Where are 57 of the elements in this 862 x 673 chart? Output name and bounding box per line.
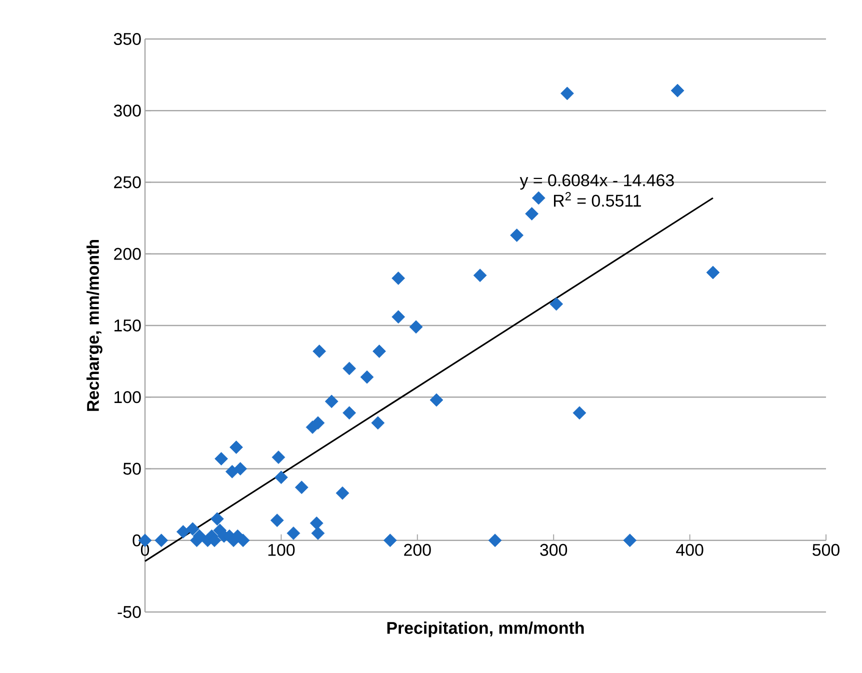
point [272, 450, 286, 464]
point [311, 526, 325, 540]
y-tick-label: 350 [114, 32, 141, 45]
point [525, 207, 539, 220]
point [186, 522, 200, 536]
point [473, 268, 487, 282]
point [360, 370, 374, 384]
y-tick-label: 50 [123, 462, 141, 475]
point [550, 297, 564, 311]
annotation: R$^{2}$ = 0.5511 [554, 192, 641, 207]
point [572, 406, 586, 420]
point [294, 480, 308, 494]
point [210, 512, 224, 526]
point [336, 486, 350, 500]
point [176, 525, 190, 538]
point [311, 416, 325, 430]
x-axis-title: Precipitation, mm/month [387, 622, 584, 638]
point [488, 534, 502, 548]
annotation: y = 0.6084x - 14.463 [520, 174, 674, 190]
point [342, 406, 356, 420]
y-tick-label: 100 [114, 391, 141, 404]
point [270, 514, 284, 528]
point [372, 344, 386, 358]
point [623, 534, 637, 548]
point [310, 516, 324, 530]
x-tick-label: 200 [404, 544, 431, 556]
x-tick-label: 400 [676, 544, 704, 556]
point [324, 394, 338, 408]
x-tick-label: 300 [540, 544, 568, 556]
point [409, 320, 423, 334]
point [371, 416, 385, 430]
point [274, 470, 288, 484]
point [383, 534, 397, 548]
point [392, 310, 406, 324]
point [706, 266, 720, 280]
x-tick-label: 500 [812, 544, 840, 556]
point [392, 272, 406, 285]
y-tick-label: -50 [118, 606, 141, 618]
point [532, 191, 546, 205]
point [236, 534, 250, 548]
point [670, 84, 684, 98]
point [560, 86, 574, 100]
y-axis-title: Recharge, mm/month [86, 240, 102, 411]
y-tick-label: 300 [114, 104, 141, 117]
x-tick-label: 100 [268, 544, 295, 556]
point [312, 344, 326, 358]
point [286, 526, 300, 540]
point [430, 393, 444, 407]
point [342, 362, 356, 376]
point [154, 534, 168, 548]
point [214, 452, 228, 466]
point [234, 462, 248, 476]
y-tick-label: 150 [114, 320, 141, 332]
point [510, 228, 524, 242]
y-tick-label: 200 [114, 248, 141, 260]
y-tick-label: 250 [114, 176, 141, 188]
point [230, 440, 243, 454]
